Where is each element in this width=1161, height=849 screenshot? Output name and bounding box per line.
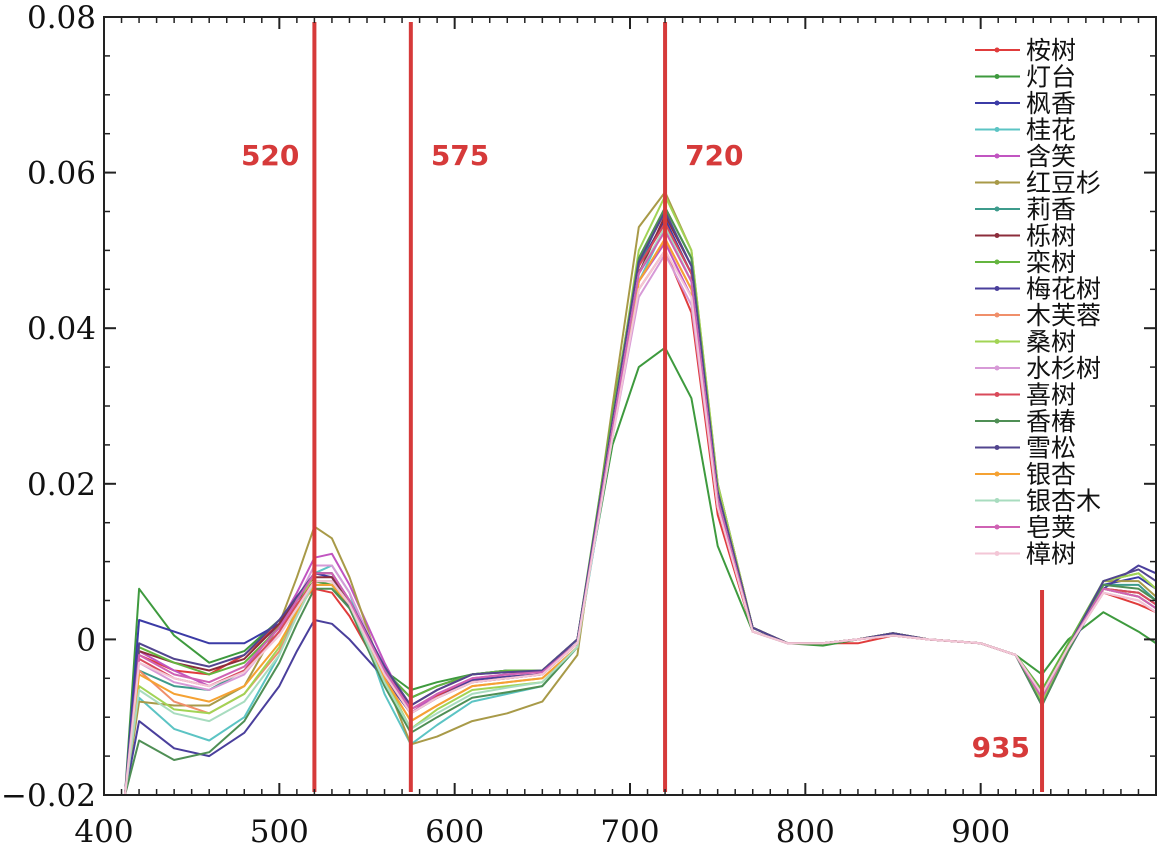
legend-label-9: 栾树 xyxy=(1026,248,1076,277)
legend-label-18: 银杏木 xyxy=(1026,487,1101,516)
x-tick-label-700: 700 xyxy=(600,814,659,849)
legend-label-10: 梅花树 xyxy=(1026,275,1101,304)
legend-label-4: 桂花 xyxy=(1026,116,1076,145)
legend-swatch-dot-15 xyxy=(994,418,1000,424)
y-tick-label-3: 0.04 xyxy=(27,311,96,347)
legend-label-17: 银杏 xyxy=(1026,460,1076,489)
legend-label-13: 水杉树 xyxy=(1026,354,1101,383)
y-tick-label-2: 0.02 xyxy=(27,467,96,503)
legend-swatch-dot-4 xyxy=(994,127,1000,132)
legend-label-11: 木芙蓉 xyxy=(1026,301,1101,330)
legend-swatch-dot-13 xyxy=(994,365,1000,371)
legend-swatch-dot-9 xyxy=(994,259,1000,265)
legend-label-7: 莉香 xyxy=(1026,195,1076,224)
x-tick-label-800: 800 xyxy=(776,814,835,849)
legend-label-3: 枫香 xyxy=(1026,89,1076,118)
legend-label-12: 桑树 xyxy=(1026,328,1076,357)
marker-label-935: 935 xyxy=(972,731,1030,764)
legend-swatch-dot-7 xyxy=(994,206,1000,212)
y-tick-label-1: 0 xyxy=(76,622,96,658)
legend-swatch-dot-2 xyxy=(994,74,1000,79)
y-tick-label-0: −0.02 xyxy=(1,778,96,814)
series-layer xyxy=(124,191,1157,796)
legend-swatch-dot-12 xyxy=(994,339,1000,344)
legend-swatch-dot-14 xyxy=(994,392,1000,397)
legend: 桉树灯台枫香桂花含笑红豆杉莉香栎树栾树梅花树木芙蓉桑树水杉树喜树香椿雪松银杏银杏… xyxy=(975,36,1101,569)
legend-label-14: 喜树 xyxy=(1026,381,1076,410)
legend-label-5: 含笑 xyxy=(1026,142,1076,171)
y-tick-label-5: 0.08 xyxy=(27,0,96,36)
x-tick-label-500: 500 xyxy=(250,814,309,849)
marker-label-575: 575 xyxy=(431,139,489,172)
legend-label-15: 香椿 xyxy=(1026,407,1076,436)
legend-label-6: 红豆杉 xyxy=(1026,169,1101,198)
y-tick-label-4: 0.06 xyxy=(27,156,96,192)
series-line-20 xyxy=(124,249,1157,796)
legend-swatch-dot-6 xyxy=(994,180,1000,185)
marker-label-720: 720 xyxy=(685,139,743,172)
legend-swatch-dot-8 xyxy=(994,233,1000,238)
legend-swatch-dot-20 xyxy=(994,551,1000,556)
legend-swatch-dot-11 xyxy=(994,312,1000,318)
marker-label-520: 520 xyxy=(241,139,299,172)
legend-label-2: 灯台 xyxy=(1026,63,1076,92)
legend-swatch-dot-16 xyxy=(994,445,1000,450)
x-tick-label-600: 600 xyxy=(425,814,484,849)
legend-swatch-dot-19 xyxy=(994,524,1000,530)
legend-swatch-dot-18 xyxy=(994,498,1000,503)
x-tick-label-900: 900 xyxy=(951,814,1010,849)
legend-label-20: 樟树 xyxy=(1026,540,1076,569)
marker-layer: 520 575 720 935 xyxy=(241,22,1045,792)
legend-swatch-dot-3 xyxy=(994,100,1000,106)
legend-swatch-dot-17 xyxy=(994,471,1000,477)
legend-label-8: 栎树 xyxy=(1026,222,1076,251)
legend-label-16: 雪松 xyxy=(1026,434,1076,463)
legend-swatch-dot-10 xyxy=(994,286,1000,291)
legend-label-1: 桉树 xyxy=(1026,36,1076,65)
legend-swatch-dot-5 xyxy=(994,153,1000,159)
legend-label-19: 皂荚 xyxy=(1026,513,1076,542)
legend-swatch-dot-1 xyxy=(994,47,1000,53)
x-tick-label-400: 400 xyxy=(74,814,133,849)
